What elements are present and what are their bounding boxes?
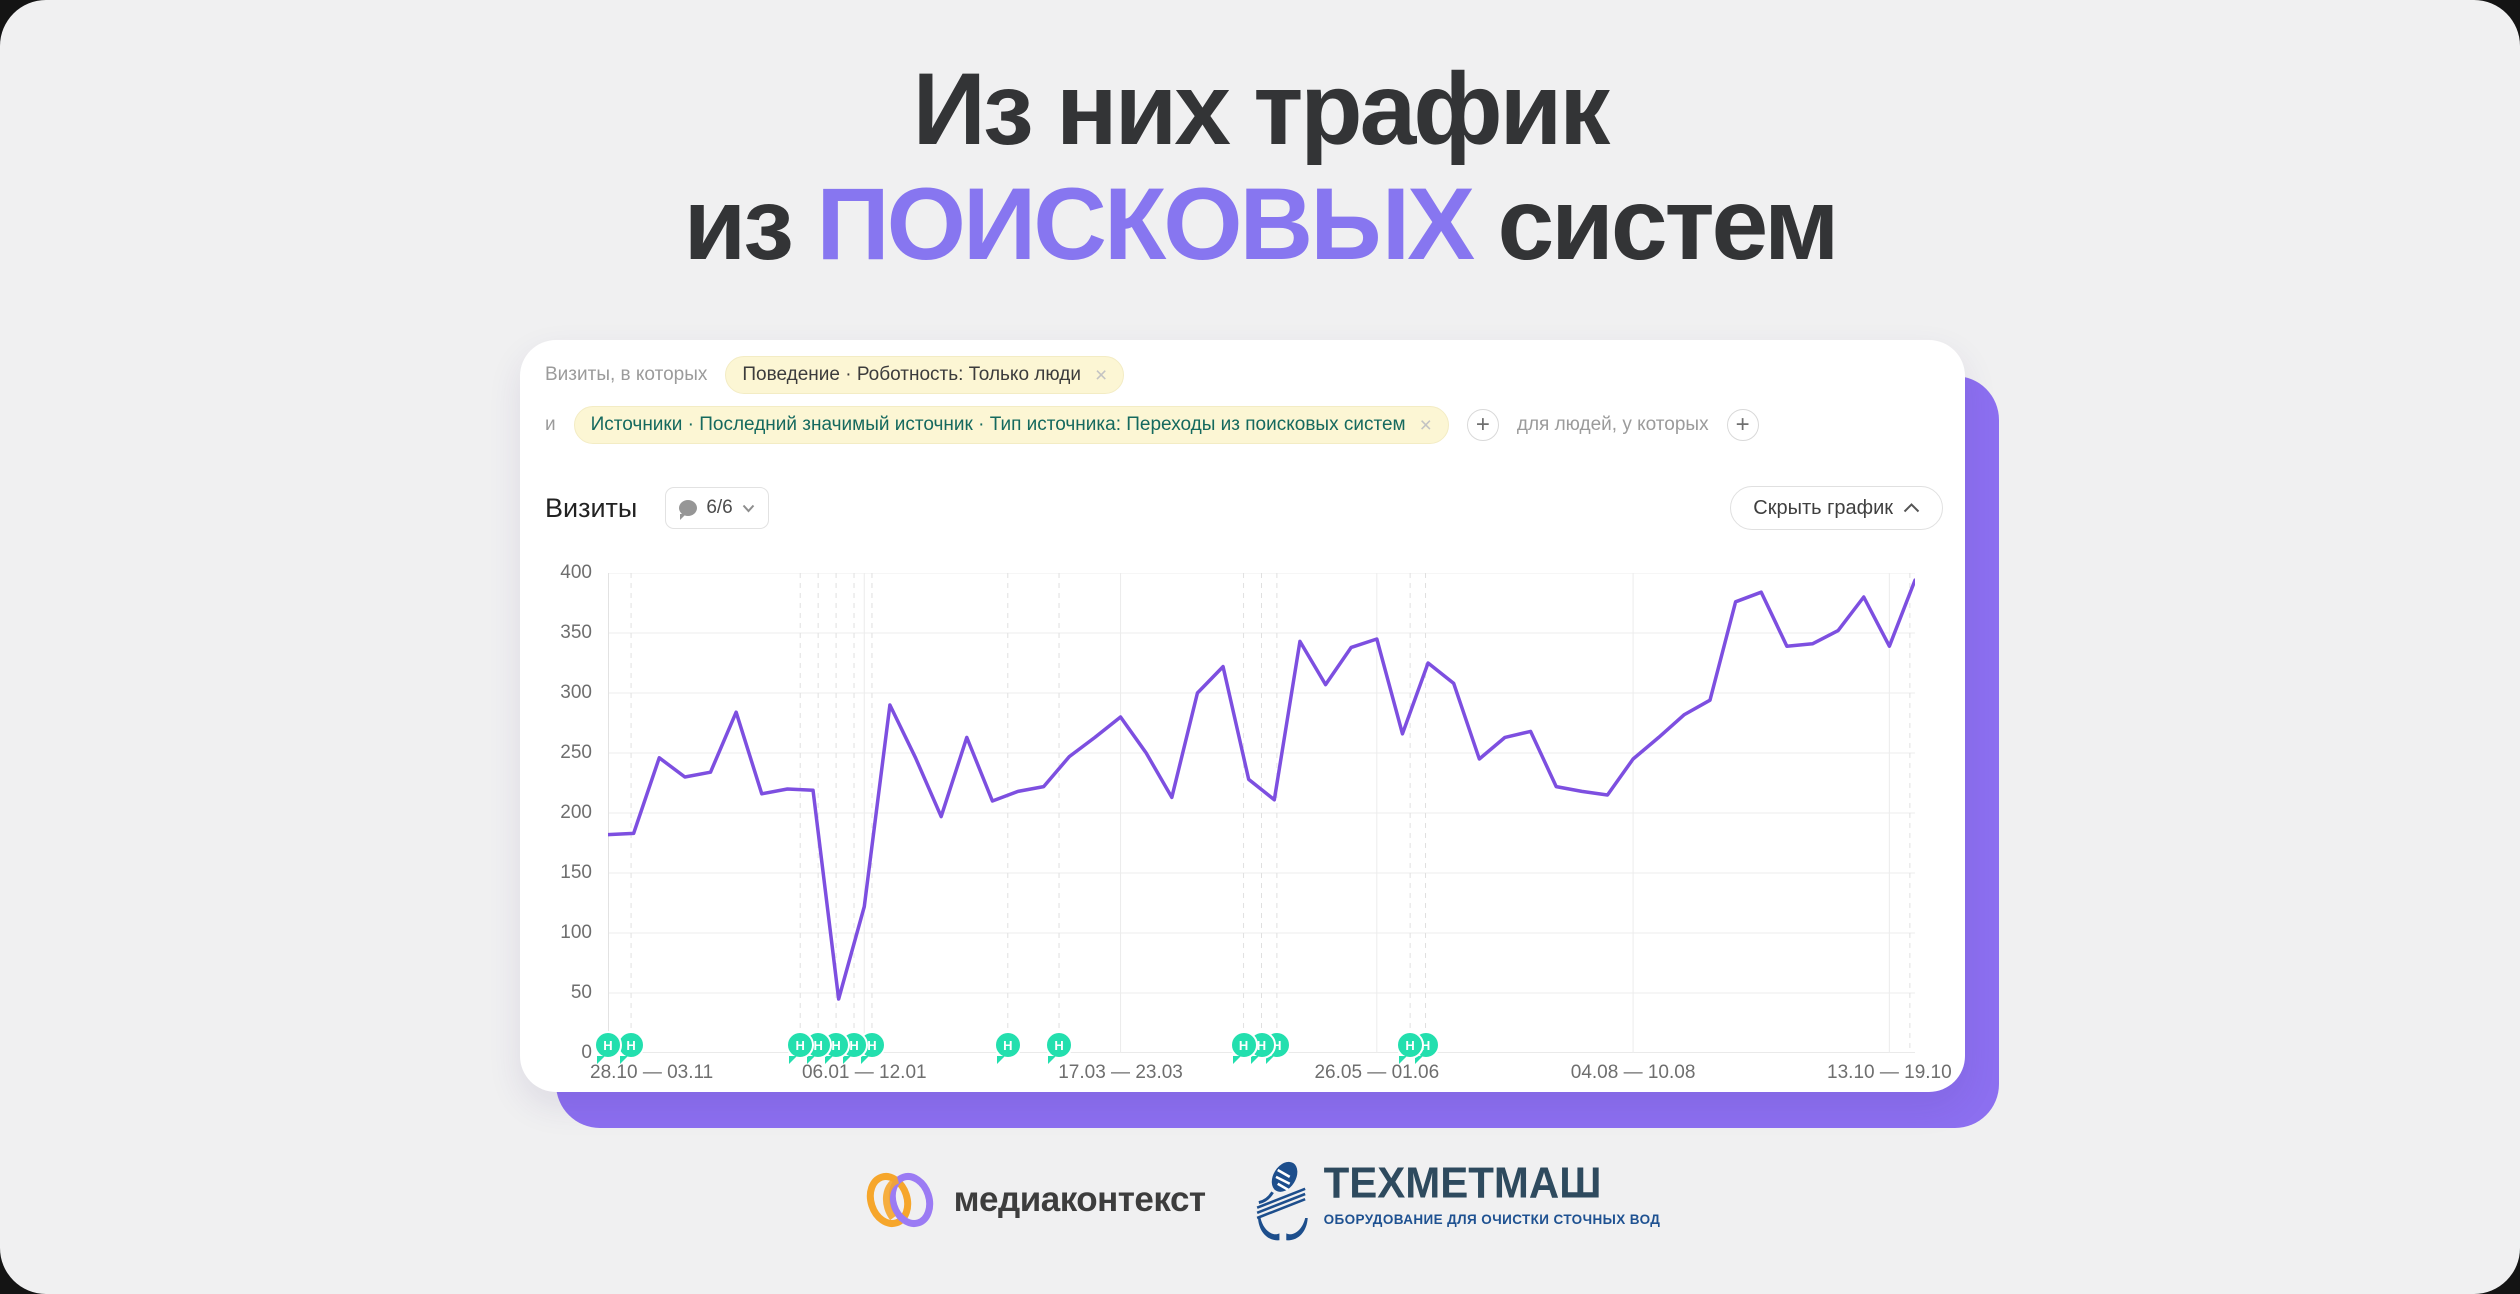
annotation-bubble-icon[interactable]: Н — [993, 1031, 1022, 1064]
annotation-bubble-icon[interactable]: Н — [1895, 1031, 1924, 1064]
segment-filter-row-1: Визиты, в которых Поведение · Роботность… — [545, 356, 1125, 394]
footer-logos: медиаконтекст ТЕХМЕТМАШ — [0, 1158, 2520, 1242]
mediakontekst-wordmark: медиаконтекст — [953, 1180, 1206, 1219]
y-tick-100: 100 — [560, 922, 592, 943]
tehmetmash-emblem-icon — [1256, 1161, 1308, 1241]
x-tick-5: 13.10 — 19.10 — [1827, 1062, 1952, 1083]
add-segment-button[interactable]: + — [1466, 409, 1499, 441]
filter-chip-source-type-close-icon[interactable]: × — [1419, 413, 1432, 437]
x-axis-labels: 28.10 — 03.11 06.01 — 12.01 17.03 — 23.03 2… — [590, 1062, 1952, 1088]
y-tick-0: 0 — [581, 1042, 592, 1063]
page-title: Из них трафик из ПОИСКОВЫХ систем — [0, 52, 2520, 283]
filter-chip-robotness-close-icon[interactable]: × — [1094, 363, 1108, 387]
filter-row1-label: Визиты, в которых — [545, 364, 708, 385]
annotation-bubble-icon[interactable]: Н — [1229, 1031, 1258, 1064]
annotation-bubble-icon[interactable]: Н — [1045, 1031, 1074, 1064]
add-condition-button[interactable]: + — [1726, 409, 1759, 441]
title-line2-suffix: систем — [1472, 167, 1839, 282]
metric-title: Визиты — [545, 492, 638, 523]
tehmetmash-tagline: ОБОРУДОВАНИЕ ДЛЯ ОЧИСТКИ СТОЧНЫХ ВОД — [1323, 1212, 1661, 1227]
chevron-up-icon — [1903, 503, 1920, 513]
mediakontekst-rings-icon — [866, 1173, 933, 1227]
comments-dropdown[interactable]: 6/6 — [665, 487, 769, 529]
filter-chip-robotness-text: Поведение · Роботность: Только люди — [742, 364, 1081, 385]
x-tick-4: 04.08 — 10.08 — [1570, 1062, 1696, 1083]
x-tick-0: 28.10 — 03.11 — [590, 1062, 714, 1083]
title-line-2: из ПОИСКОВЫХ систем — [0, 167, 2520, 282]
y-tick-150: 150 — [560, 862, 592, 883]
hide-chart-label: Скрыть график — [1753, 496, 1893, 519]
y-tick-400: 400 — [560, 562, 592, 583]
filter-chip-source-type-text: Источники · Последний значимый источник … — [590, 414, 1406, 435]
annotation-bubble-icon[interactable]: Н — [594, 1031, 622, 1064]
visits-line-chart — [608, 573, 1915, 1053]
filter-row2-suffix-label: для людей, у которых — [1516, 414, 1709, 435]
annotation-bubble-icon[interactable]: Н — [786, 1031, 815, 1064]
annotation-bubble-icon[interactable]: Н — [1396, 1031, 1425, 1064]
filter-chip-source-type[interactable]: Источники · Последний значимый источник … — [573, 406, 1449, 444]
y-tick-300: 300 — [560, 682, 592, 703]
y-tick-200: 200 — [560, 802, 592, 823]
tehmetmash-logo: ТЕХМЕТМАШ ОБОРУДОВАНИЕ ДЛЯ ОЧИСТКИ СТОЧН… — [1252, 1158, 1661, 1242]
x-tick-3: 26.05 — 01.06 — [1314, 1062, 1440, 1083]
y-tick-50: 50 — [570, 982, 592, 1003]
segment-filter-row-2: и Источники · Последний значимый источни… — [545, 406, 1759, 444]
y-tick-250: 250 — [560, 742, 592, 763]
comments-count: 6/6 — [706, 497, 733, 518]
title-line2-prefix: из — [683, 167, 817, 282]
filter-row2-label: и — [545, 414, 556, 435]
chart-header: Визиты 6/6 Скрыть график — [545, 486, 1943, 530]
x-tick-1: 06.01 — 12.01 — [801, 1062, 927, 1083]
title-highlight: ПОИСКОВЫХ — [816, 167, 1475, 282]
mediakontekst-logo: медиаконтекст — [860, 1168, 1206, 1232]
hide-chart-button[interactable]: Скрыть график — [1730, 486, 1943, 530]
x-tick-2: 17.03 — 23.03 — [1058, 1062, 1183, 1083]
metrica-widget-card: Визиты, в которых Поведение · Роботность… — [520, 340, 1965, 1092]
comment-bubble-icon — [679, 500, 698, 520]
y-tick-350: 350 — [560, 622, 592, 643]
title-line-1: Из них трафик — [912, 52, 1611, 166]
filter-chip-robotness[interactable]: Поведение · Роботность: Только люди × — [725, 356, 1125, 394]
tehmetmash-wordmark: ТЕХМЕТМАШ — [1323, 1158, 1602, 1207]
annotation-bubble-icon[interactable]: Н — [617, 1031, 646, 1064]
chevron-down-icon — [742, 504, 754, 512]
tehmetmash-text-block: ТЕХМЕТМАШ ОБОРУДОВАНИЕ ДЛЯ ОЧИСТКИ СТОЧН… — [1324, 1158, 1661, 1227]
